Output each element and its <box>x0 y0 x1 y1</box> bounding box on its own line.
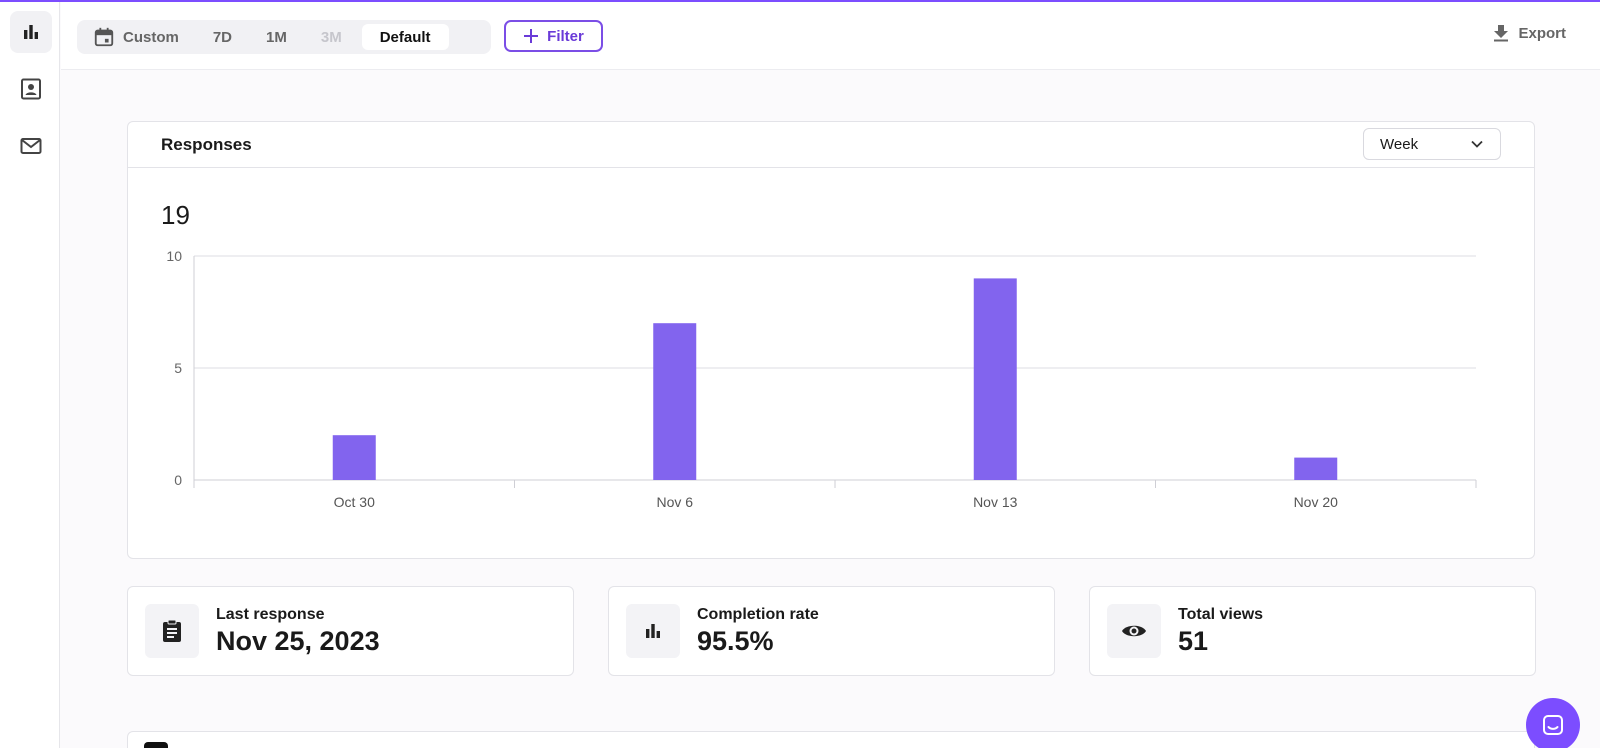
sidebar-item-analytics[interactable] <box>10 11 52 53</box>
stat-value: 95.5% <box>697 625 774 656</box>
tab-1m-label: 1M <box>266 28 287 46</box>
export-button[interactable]: Export <box>1492 24 1566 42</box>
stat-value: 51 <box>1178 625 1209 656</box>
contact-card-icon <box>21 78 41 100</box>
toolbar: Custom 7D 1M 3M Default Filter Export <box>61 2 1600 70</box>
sidebar <box>0 2 60 748</box>
bar <box>653 323 697 480</box>
eye-icon <box>1122 625 1146 637</box>
responses-card-header: Responses Week <box>128 122 1534 168</box>
sidebar-item-contacts[interactable] <box>10 68 52 110</box>
chat-icon <box>1543 715 1563 735</box>
y-tick-label: 5 <box>174 360 182 376</box>
x-tick-label: Nov 20 <box>1294 494 1339 510</box>
stat-total-views: Total views 51 <box>1089 586 1536 676</box>
x-tick-label: Nov 13 <box>973 494 1018 510</box>
y-tick-label: 0 <box>174 472 182 488</box>
tab-default[interactable]: Default <box>361 24 449 50</box>
x-tick-label: Nov 6 <box>656 494 693 510</box>
bar <box>332 435 376 480</box>
clipboard-icon <box>163 619 181 642</box>
stat-label: Last response <box>216 605 325 623</box>
stat-label: Completion rate <box>697 605 819 623</box>
stat-label: Total views <box>1178 605 1264 623</box>
tab-custom-label: Custom <box>123 28 179 46</box>
stat-completion-rate: Completion rate 95.5% <box>608 586 1055 676</box>
interval-select[interactable]: Week <box>1363 128 1501 160</box>
bar-chart-icon <box>646 624 660 638</box>
responses-total: 19 <box>161 200 190 230</box>
responses-card: Responses Week 19 0 5 10 Oct 30 Nov 6 Nov 13 N… <box>127 121 1535 559</box>
tab-default-label: Default <box>379 28 431 46</box>
plus-icon <box>524 29 539 43</box>
responses-chart: 0 5 10 Oct 30 Nov 6 Nov 13 Nov 20 <box>166 248 1477 510</box>
stat-last-response: Last response Nov 25, 2023 <box>127 586 574 676</box>
responses-title: Responses <box>161 135 252 154</box>
y-tick-label: 10 <box>166 248 182 264</box>
calendar-icon <box>94 27 114 47</box>
stat-icon-box <box>626 604 680 658</box>
sidebar-item-messages[interactable] <box>10 125 52 167</box>
tab-1m[interactable]: 1M <box>254 24 299 50</box>
tab-3m-label: 3M <box>320 28 342 46</box>
chevron-down-icon <box>1471 140 1483 148</box>
chat-launcher-button[interactable] <box>1526 698 1580 748</box>
tab-7d[interactable]: 7D <box>201 24 244 50</box>
bar-chart-icon <box>24 25 38 39</box>
next-section-card <box>127 731 1535 748</box>
date-range-selector: Custom 7D 1M 3M Default <box>77 20 491 54</box>
bar <box>973 278 1017 480</box>
mail-icon <box>20 138 42 154</box>
tab-7d-label: 7D <box>212 28 233 46</box>
stat-value: Nov 25, 2023 <box>216 625 380 656</box>
section-icon <box>144 742 168 748</box>
download-icon <box>1494 25 1509 42</box>
stat-icon-box <box>145 604 199 658</box>
filter-button-label: Filter <box>547 27 584 45</box>
tab-custom[interactable]: Custom <box>81 24 191 50</box>
bar <box>1294 457 1338 480</box>
export-label: Export <box>1518 24 1566 42</box>
tab-3m: 3M <box>309 24 354 50</box>
stat-icon-box <box>1107 604 1161 658</box>
x-tick-label: Oct 30 <box>334 494 375 510</box>
filter-button[interactable]: Filter <box>504 20 603 52</box>
interval-select-value: Week <box>1380 135 1419 153</box>
